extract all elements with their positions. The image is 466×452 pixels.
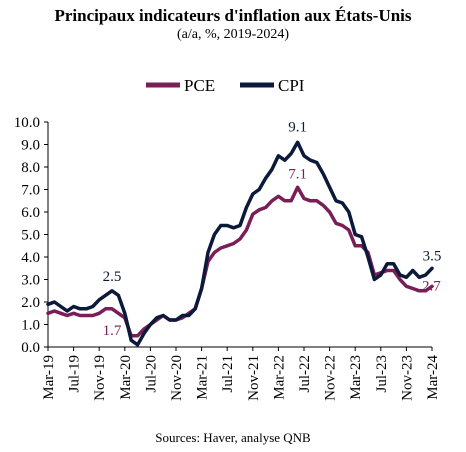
legend-cpi-label: CPI (278, 76, 305, 95)
data-label-pce: 1.7 (103, 323, 122, 339)
legend-pce-label: PCE (184, 76, 215, 95)
legend: PCE CPI (146, 76, 305, 95)
x-tick-label: Jul-22 (297, 355, 313, 393)
series-line-pce (46, 185, 434, 338)
data-labels: 2.5 1.7 9.1 7.1 3.5 2.7 (103, 119, 442, 339)
y-tick-label: 10.0 (14, 115, 40, 131)
y-tick-label: 4.0 (21, 250, 40, 266)
x-tick-label: Nov-23 (399, 355, 415, 401)
data-label-cpi: 3.5 (423, 248, 442, 264)
data-label-cpi: 9.1 (288, 119, 307, 135)
y-axis-ticks: 0.0 1.0 2.0 3.0 4.0 5.0 6.0 7.0 8.0 9.0 10.0 (14, 115, 48, 356)
y-tick-label: 9.0 (21, 138, 40, 154)
x-tick-label: Mar-24 (425, 355, 441, 400)
x-tick-label: Nov-19 (92, 355, 108, 401)
x-tick-label: Jul-23 (374, 355, 390, 393)
x-axis-ticks: Mar-19 Jul-19 Nov-19 Mar-20 Jul-20 Nov-20 Mar-… (41, 347, 441, 401)
chart-title: Principaux indicateurs d'inflation aux É… (54, 6, 411, 25)
chart-subtitle: (a/a, %, 2019-2024) (177, 27, 289, 42)
source-note: Sources: Haver, analyse QNB (155, 430, 311, 445)
y-tick-label: 6.0 (21, 205, 40, 221)
y-tick-label: 0.0 (21, 340, 40, 356)
x-tick-label: Nov-21 (246, 355, 262, 401)
data-label-pce: 7.1 (288, 166, 307, 182)
y-tick-label: 7.0 (21, 183, 40, 199)
data-label-pce: 2.7 (422, 278, 441, 294)
x-tick-label: Nov-22 (323, 355, 339, 401)
y-tick-label: 8.0 (21, 160, 40, 176)
y-tick-label: 5.0 (21, 228, 40, 244)
x-tick-label: Mar-20 (118, 355, 134, 400)
axes (47, 122, 432, 348)
data-label-cpi: 2.5 (103, 269, 122, 285)
x-tick-label: Mar-22 (271, 355, 287, 400)
x-tick-label: Mar-21 (195, 355, 211, 400)
x-tick-label: Jul-19 (67, 355, 83, 393)
x-tick-label: Mar-23 (348, 355, 364, 400)
series-lines (46, 140, 434, 347)
y-tick-label: 2.0 (21, 295, 40, 311)
x-tick-label: Jul-20 (143, 355, 159, 393)
y-tick-label: 1.0 (21, 318, 40, 334)
series-line-cpi (46, 140, 434, 347)
x-tick-label: Nov-20 (169, 355, 185, 401)
x-tick-label: Mar-19 (41, 355, 57, 400)
y-tick-label: 3.0 (21, 273, 40, 289)
x-tick-label: Jul-21 (220, 355, 236, 393)
